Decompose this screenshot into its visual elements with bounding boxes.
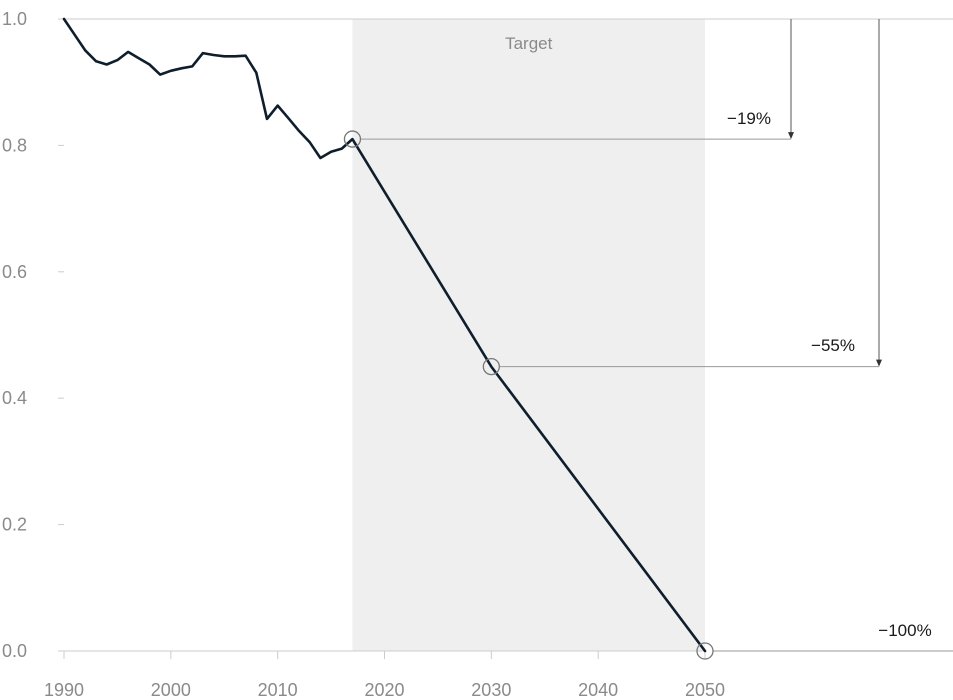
x-tick-label: 2020 xyxy=(364,680,404,700)
y-tick-label: 0.4 xyxy=(2,388,27,408)
annotation-label: −19% xyxy=(727,109,771,128)
annotation-arrow-head xyxy=(788,132,794,140)
x-tick-label: 1990 xyxy=(44,680,84,700)
target-marker xyxy=(696,642,714,660)
target-region-label: Target xyxy=(505,34,553,53)
annotation-arrow-head xyxy=(876,359,882,367)
x-tick-label: 2050 xyxy=(685,680,725,700)
annotation-label: −55% xyxy=(811,336,855,355)
y-tick-label: 1.0 xyxy=(2,9,27,29)
x-tick-label: 2000 xyxy=(151,680,191,700)
y-tick-label: 0.2 xyxy=(2,515,27,535)
y-tick-label: 0.8 xyxy=(2,135,27,155)
y-tick-label: 0.0 xyxy=(2,641,27,661)
y-tick-label: 0.6 xyxy=(2,262,27,282)
target-marker xyxy=(482,357,500,376)
x-tick-label: 2030 xyxy=(471,680,511,700)
annotation-label: −100% xyxy=(878,621,931,640)
series-line xyxy=(62,17,707,653)
target-region xyxy=(352,19,705,651)
target-marker xyxy=(343,130,362,148)
x-tick-label: 2040 xyxy=(578,680,618,700)
x-tick-label: 2010 xyxy=(258,680,298,700)
